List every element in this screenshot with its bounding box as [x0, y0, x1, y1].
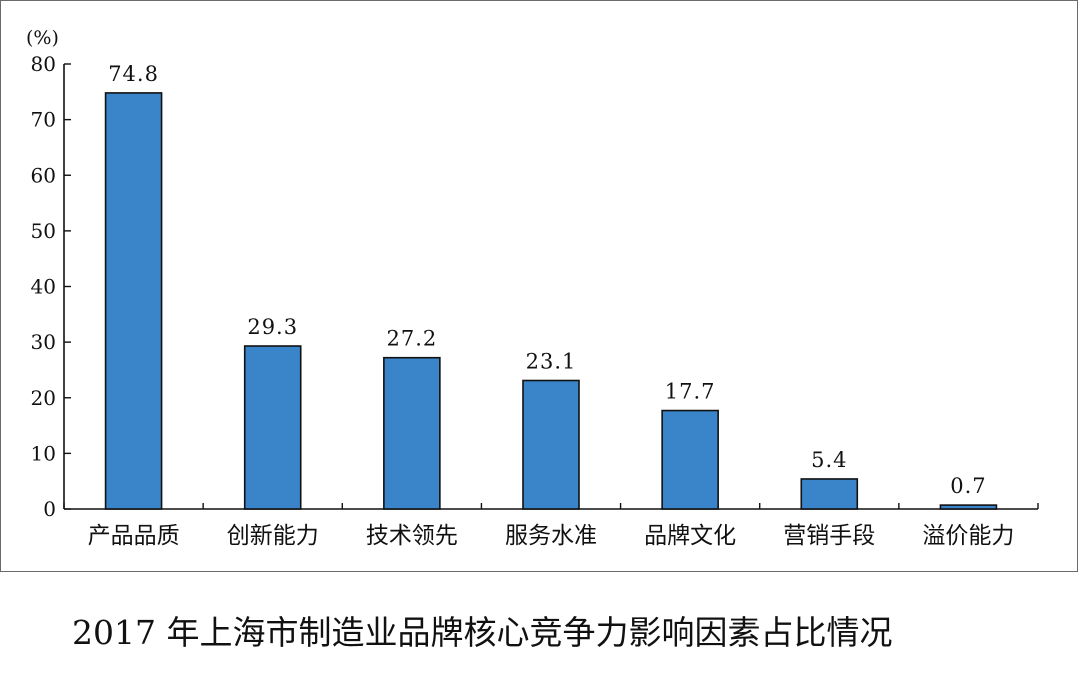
data-label: 23.1 — [526, 350, 577, 374]
y-tick-label: 20 — [31, 386, 56, 410]
bar — [661, 409, 719, 510]
x-tick-label: 产品品质 — [88, 523, 180, 549]
x-tick-label: 技术领先 — [366, 523, 458, 549]
x-tick-label: 创新能力 — [227, 523, 319, 549]
bar — [243, 345, 302, 510]
y-tick-label: 70 — [31, 108, 56, 132]
labels: 74.8 产品品质 29.3 创新能力 27.2 技术领先 23.1 服务水准 17.7 品牌文化… — [88, 62, 1015, 549]
bar-chart: 0 10 20 30 40 50 60 70 80 74.8 产品品质 29.3 创新能力 27.2 技术… — [26, 27, 1039, 549]
y-unit-label: (%) — [26, 27, 59, 49]
data-label: 74.8 — [108, 62, 159, 86]
x-tick-label: 溢价能力 — [922, 523, 1014, 549]
data-label: 5.4 — [811, 448, 847, 472]
data-label: 27.2 — [386, 327, 437, 351]
data-label: 0.7 — [950, 474, 986, 498]
y-tick-label: 10 — [31, 441, 56, 465]
y-tick-label: 0 — [43, 497, 56, 521]
bar — [383, 356, 441, 510]
chart-caption: 2017 年上海市制造业品牌核心竞争力影响因素占比情况 — [72, 613, 893, 652]
bar — [800, 478, 859, 510]
axes: 0 10 20 30 40 50 60 70 80 — [31, 52, 1039, 521]
bar — [522, 379, 580, 510]
y-tick-label: 40 — [31, 275, 56, 299]
y-tick-label: 60 — [31, 163, 56, 187]
bars — [104, 92, 998, 510]
y-tick-label: 80 — [31, 52, 56, 76]
x-tick-label: 品牌文化 — [644, 523, 736, 549]
bar — [939, 504, 998, 510]
y-tick-label: 50 — [31, 219, 56, 243]
bar — [104, 92, 163, 510]
x-tick-label: 营销手段 — [783, 523, 875, 549]
x-tick-label: 服务水准 — [505, 523, 597, 549]
y-tick-label: 30 — [31, 330, 56, 354]
data-label: 29.3 — [247, 315, 298, 339]
data-label: 17.7 — [665, 380, 716, 404]
